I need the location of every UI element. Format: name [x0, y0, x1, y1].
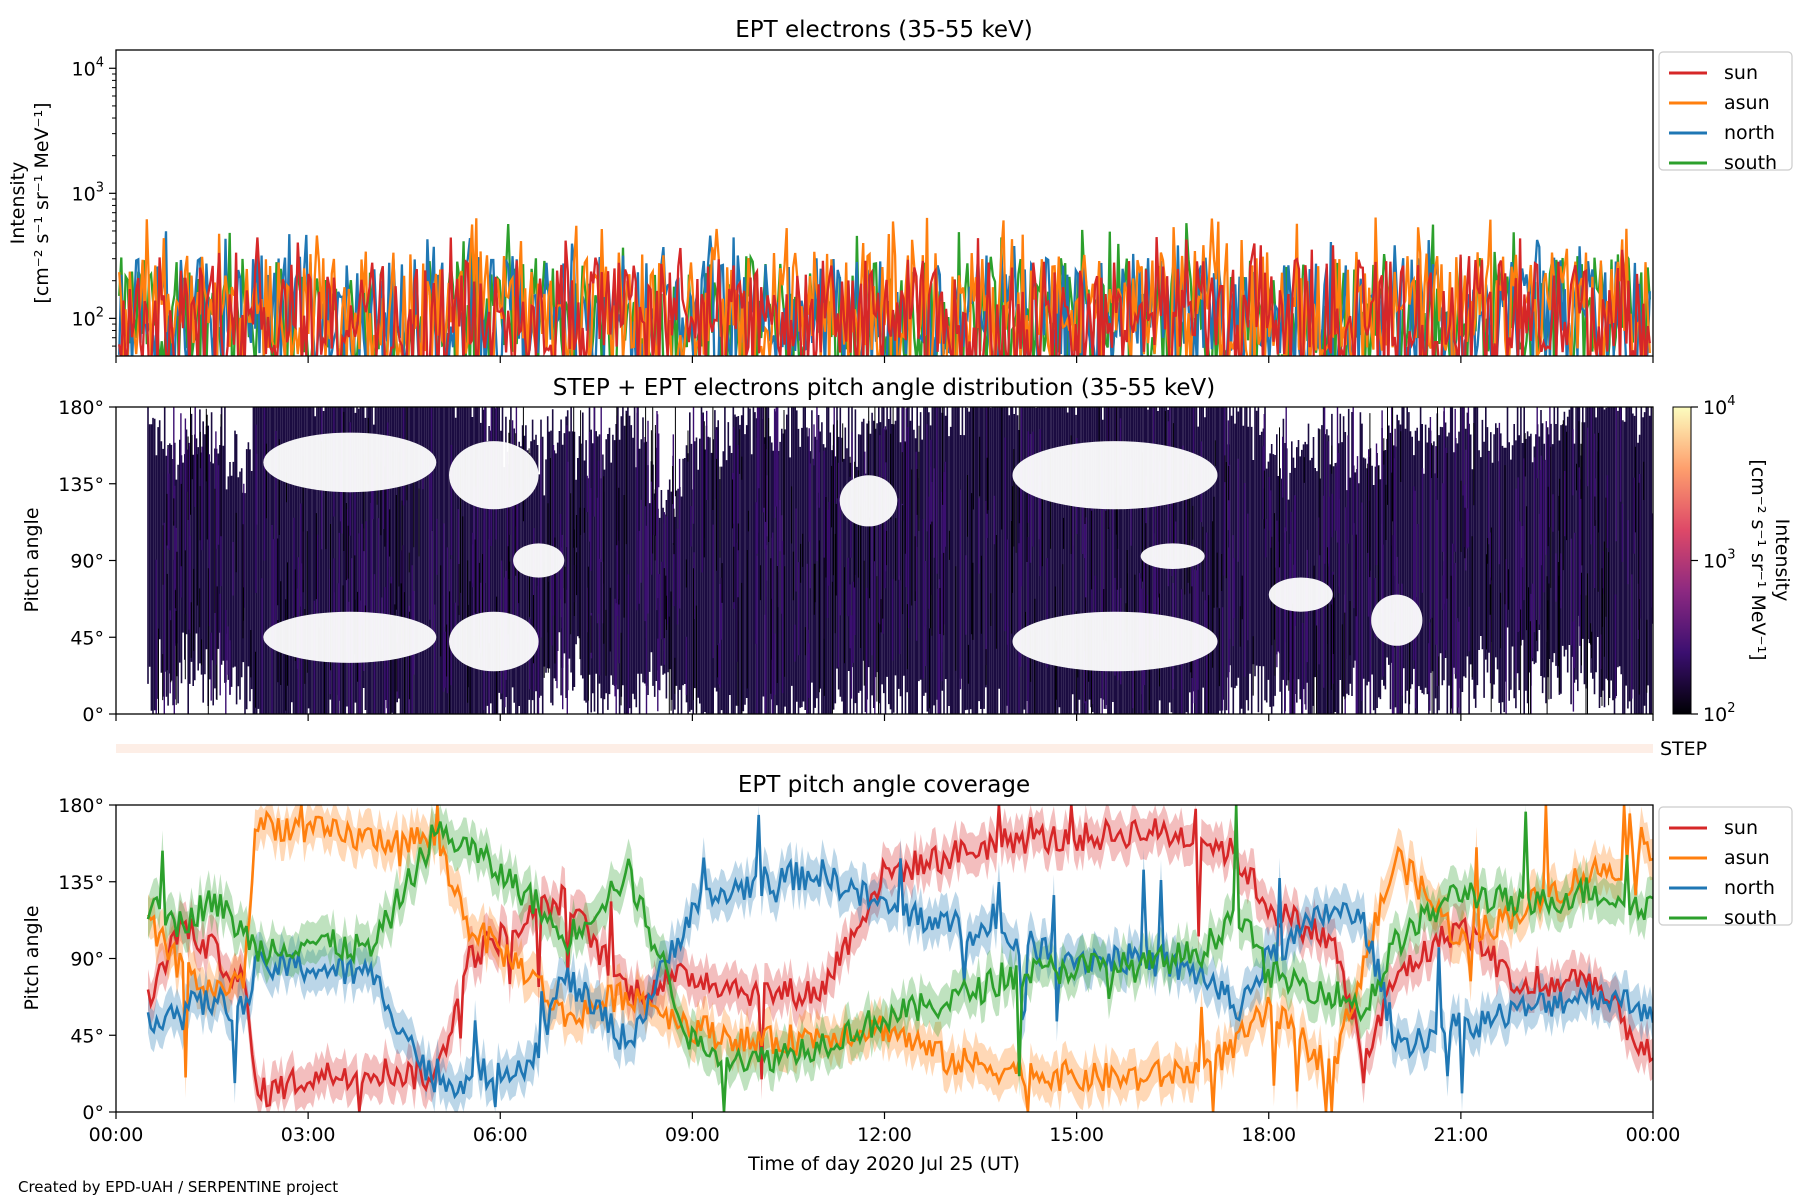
x-tick-label: 00:00 [1626, 1124, 1681, 1146]
panel3-ylabel: Pitch angle [21, 905, 43, 1010]
panel1-legend: sun asun north south [1658, 51, 1793, 174]
panel3-x-axis: 00:00 03:00 06:00 09:00 12:00 15:00 18:00 21:00… [89, 1112, 1681, 1146]
colorbar-tick-label: 103 [1703, 548, 1735, 573]
x-tick-label: 06:00 [473, 1124, 528, 1146]
heatmap-gap [1140, 543, 1205, 569]
heatmap-gap [449, 441, 539, 510]
coverage-band-south [148, 805, 1653, 1112]
heatmap-gap [1012, 611, 1218, 672]
y-tick-label: 103 [72, 180, 104, 205]
panel2-title: STEP + EPT electrons pitch angle distrib… [553, 375, 1215, 401]
heatmap-gap [1371, 594, 1423, 646]
series-line-sun [118, 237, 1651, 356]
colorbar-tick-label: 104 [1703, 394, 1735, 419]
legend-label-south: south [1724, 907, 1777, 929]
x-tick-label: 00:00 [89, 1124, 144, 1146]
panel3-title: EPT pitch angle coverage [738, 772, 1030, 798]
x-tick-label: 09:00 [665, 1124, 720, 1146]
panel2-heatmap [147, 407, 1653, 714]
panel1-ylabel-line2: [cm⁻² s⁻¹ sr⁻¹ MeV⁻¹] [31, 102, 53, 303]
panel1-x-ticks [115, 356, 1654, 363]
colorbar-tick-label: 102 [1703, 701, 1735, 726]
legend-label-asun: asun [1724, 92, 1770, 114]
legend-label-south: south [1724, 152, 1777, 174]
x-tick-label: 12:00 [857, 1124, 912, 1146]
legend-label-sun: sun [1724, 62, 1758, 84]
panel1-ylabel-line1: Intensity [7, 162, 29, 245]
legend-label-north: north [1724, 877, 1775, 899]
legend-box [1658, 806, 1793, 926]
step-label: STEP [1660, 738, 1707, 760]
colorbar-ticks: 102 103 104 [1691, 394, 1735, 726]
panel3-y-axis: 0° 45° 90° 135° 180° [58, 795, 116, 1124]
x-tick-label: 03:00 [281, 1124, 336, 1146]
heatmap-gap [513, 543, 565, 578]
y-tick-label: 135° [58, 872, 104, 894]
y-tick-label: 104 [72, 55, 104, 80]
legend-label-asun: asun [1724, 847, 1770, 869]
coverage-line-asun [146, 805, 1653, 1112]
x-tick-label: 15:00 [1049, 1124, 1104, 1146]
panel1-y-axis: 102 103 104 [72, 55, 116, 347]
panel1-plot-area [118, 217, 1651, 356]
y-tick-label: 0° [82, 1102, 104, 1124]
x-tick-label: 18:00 [1241, 1124, 1296, 1146]
colorbar [1672, 406, 1692, 715]
panel2-ylabel: Pitch angle [21, 507, 43, 612]
heatmap-gap [1268, 577, 1333, 612]
heatmap-gap [839, 475, 898, 527]
heatmap-gap [1012, 441, 1218, 510]
y-tick-label: 180° [58, 397, 104, 419]
panel2-x-ticks [115, 714, 1654, 721]
y-tick-label: 102 [72, 305, 104, 330]
legend-box [1658, 51, 1793, 171]
legend-label-north: north [1724, 122, 1775, 144]
x-axis-label: Time of day 2020 Jul 25 (UT) [747, 1153, 1020, 1175]
coverage-line-south [146, 805, 1653, 1112]
panel3-plot-area [146, 805, 1653, 1112]
heatmap-gap [449, 611, 539, 672]
coverage-line-north [146, 814, 1653, 1108]
y-tick-label: 135° [58, 474, 104, 496]
y-tick-label: 0° [82, 704, 104, 726]
y-tick-label: 90° [70, 949, 104, 971]
panel2-y-axis: 0° 45° 90° 135° 180° [58, 397, 116, 726]
colorbar-label-line1: Intensity [1771, 519, 1793, 602]
panel3-legend: sun asun north south [1658, 806, 1793, 929]
heatmap-gap [263, 432, 437, 493]
legend-label-sun: sun [1724, 817, 1758, 839]
y-tick-label: 180° [58, 795, 104, 817]
y-tick-label: 90° [70, 551, 104, 573]
series-line-north [118, 231, 1651, 356]
colorbar-label-line2: [cm⁻² s⁻¹ sr⁻¹ MeV⁻¹] [1747, 459, 1769, 660]
heatmap-gap [263, 611, 437, 663]
x-tick-label: 21:00 [1433, 1124, 1488, 1146]
y-tick-label: 45° [70, 1025, 104, 1047]
footer-credit: Created by EPD-UAH / SERPENTINE project [18, 1178, 338, 1196]
panel1-title: EPT electrons (35-55 keV) [735, 17, 1032, 43]
step-band [116, 744, 1653, 753]
y-tick-label: 45° [70, 627, 104, 649]
